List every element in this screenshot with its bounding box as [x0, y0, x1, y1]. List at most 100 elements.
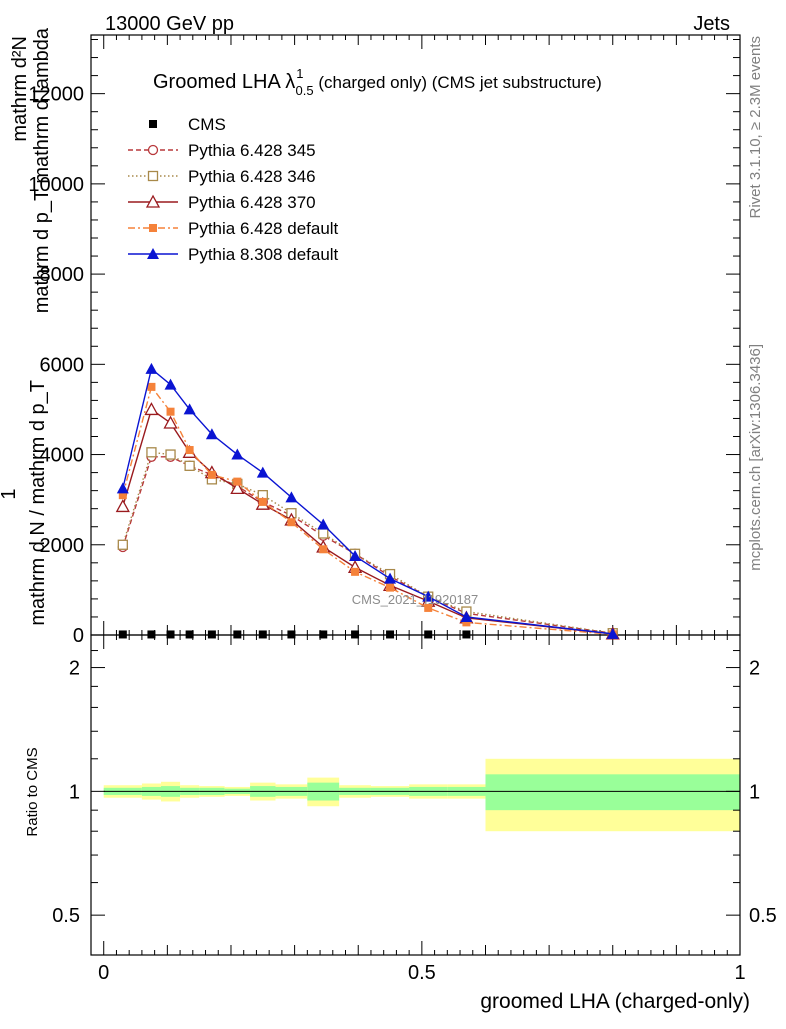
legend-label: Pythia 8.308 default — [188, 245, 339, 264]
ratio-y-tick-label-right: 0.5 — [749, 905, 777, 927]
legend-label: CMS — [188, 115, 226, 134]
data-point-cms — [185, 630, 194, 639]
data-point-p6def — [118, 491, 127, 500]
header-left: 13000 GeV pp — [105, 13, 234, 35]
title-lambda: λ — [285, 71, 295, 93]
data-point-p8def — [606, 627, 619, 639]
data-point-p346 — [117, 539, 128, 550]
data-point-cms — [258, 630, 267, 639]
ylabel-numerator-bottom: mathrm d p_T mathrm d lambda — [31, 27, 53, 313]
data-point-p8def — [317, 518, 330, 530]
data-point-p8def — [145, 362, 158, 374]
data-point-cms — [462, 630, 471, 639]
legend-marker — [145, 194, 161, 208]
data-point-cms — [351, 630, 360, 639]
data-point-p370 — [230, 481, 245, 495]
title-main: Groomed LHA — [153, 71, 285, 93]
data-point-p8def — [116, 482, 129, 494]
data-point-p6def — [258, 497, 267, 506]
title-suffix: (charged only) (CMS jet substructure) — [314, 73, 602, 92]
legend-marker — [149, 224, 157, 232]
series-line-p6def — [122, 385, 613, 636]
y-tick-label: 12000 — [28, 84, 84, 106]
data-point-p370 — [144, 402, 159, 416]
axes: 0 0.5 1 0 2000 4000 6000 8000 10000 12000 0.5 0.5 1 1… — [28, 34, 777, 984]
data-point-p6def — [462, 618, 471, 627]
ratio-y-tick-label-right: 2 — [749, 658, 760, 680]
y-tick-label: 0 — [73, 625, 84, 647]
data-point-p8def — [349, 550, 362, 562]
data-point-cms — [207, 630, 216, 639]
data-point-p6def — [287, 518, 296, 527]
ratio-plot-frame — [90, 634, 741, 956]
ratio-y-tick-label: 2 — [69, 658, 80, 680]
legend-marker — [147, 248, 159, 259]
data-point-cms — [147, 630, 156, 639]
data-point-p346 — [146, 447, 157, 458]
analysis-watermark: CMS_2021_I1920187 — [352, 592, 479, 607]
data-point-p6def — [185, 446, 194, 455]
legend-marker — [147, 170, 159, 182]
data-point-p346 — [184, 460, 195, 471]
ratio-y-tick-label-right: 1 — [749, 781, 760, 803]
x-axis-label: groomed LHA (charged-only) — [480, 990, 750, 1013]
data-point-cms — [166, 630, 175, 639]
legend: CMS Pythia 6.428 345 Pythia 6.428 346 Pythi… — [128, 115, 339, 264]
ylabel-denominator-bottom: mathrm d N / mathrm d p_T — [27, 380, 49, 626]
series-lines — [115, 362, 620, 640]
legend-label: Pythia 6.428 346 — [188, 167, 316, 186]
data-point-cms — [233, 630, 242, 639]
ratio-ylabel: Ratio to CMS — [24, 747, 41, 836]
data-point-p6def — [351, 567, 360, 576]
legend-entry-p6def: Pythia 6.428 default — [128, 219, 339, 238]
data-point-p8def — [231, 448, 244, 460]
legend-marker — [149, 120, 157, 128]
data-point-p8def — [205, 428, 218, 440]
data-point-p370 — [163, 415, 178, 429]
legend-entry-cms: CMS — [149, 115, 226, 134]
data-point-p8def — [285, 491, 298, 503]
ylabel-denominator-top: 1 — [0, 488, 20, 499]
mcplots-label: mcplots.cern.ch [arXiv:1306.3436] — [747, 344, 764, 571]
data-point-p6def — [386, 583, 395, 592]
data-point-p346 — [318, 528, 329, 539]
data-point-cms — [424, 630, 433, 639]
y-tick-label: 2000 — [40, 535, 85, 557]
y-tick-label: 10000 — [28, 174, 84, 196]
data-point-p6def — [233, 477, 242, 486]
ylabel-numerator-top: mathrm d²N — [9, 36, 31, 142]
legend-entry-p345: Pythia 6.428 345 — [128, 141, 316, 160]
y-tick-label: 8000 — [40, 264, 85, 286]
y-tick-label: 6000 — [40, 354, 85, 376]
legend-entry-p370: Pythia 6.428 370 — [128, 193, 316, 212]
data-point-p6def — [319, 545, 328, 554]
data-point-p8def — [422, 590, 435, 602]
ratio-y-tick-label: 0.5 — [52, 905, 80, 927]
legend-entry-p8def: Pythia 8.308 default — [128, 245, 339, 264]
data-point-p8def — [183, 403, 196, 415]
data-point-p8def — [460, 610, 473, 622]
ratio-bands — [103, 758, 740, 832]
legend-label: Pythia 6.428 default — [188, 219, 339, 238]
y-tick-label: 4000 — [40, 445, 85, 467]
legend-label: Pythia 6.428 345 — [188, 141, 316, 160]
ratio-y-tick-label: 1 — [69, 781, 80, 803]
data-point-cms — [386, 630, 395, 639]
data-point-p6def — [166, 407, 175, 416]
title-sub: 0.5 — [296, 83, 314, 98]
legend-label: Pythia 6.428 370 — [188, 193, 316, 212]
data-point-p6def — [147, 382, 156, 391]
data-point-p8def — [384, 572, 397, 584]
data-point-cms — [118, 630, 127, 639]
data-point-p8def — [256, 466, 269, 478]
data-point-p8def — [164, 378, 177, 390]
x-tick-label: 1 — [734, 962, 745, 984]
title-sup: 1 — [296, 66, 303, 81]
data-point-cms — [287, 630, 296, 639]
data-point-cms — [319, 630, 328, 639]
x-tick-label: 0.5 — [408, 962, 436, 984]
x-tick-label: 0 — [98, 962, 109, 984]
plot-title: Groomed LHA λ1 0.5 (charged only) (CMS je… — [153, 66, 602, 98]
